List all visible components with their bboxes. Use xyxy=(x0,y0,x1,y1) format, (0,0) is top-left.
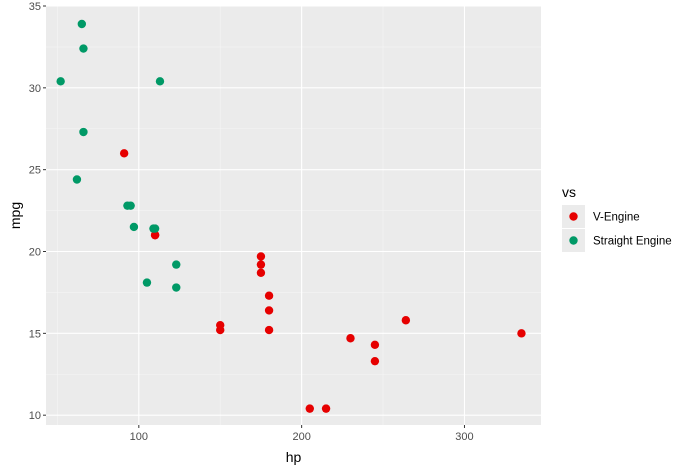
y-tick-label: 15 xyxy=(29,328,41,340)
point-v-engine xyxy=(401,316,411,325)
y-tick-label: 20 xyxy=(29,247,41,259)
point-v-engine xyxy=(256,260,266,269)
data-points xyxy=(56,19,526,413)
x-tick-label: 200 xyxy=(292,431,310,443)
point-v-engine xyxy=(256,268,266,277)
point-v-engine xyxy=(321,404,331,413)
point-v-engine xyxy=(305,404,314,413)
point-straight-engine xyxy=(126,201,135,210)
y-tick-label: 30 xyxy=(29,83,41,95)
x-axis-title: hp xyxy=(286,449,302,465)
legend: vs V-Engine Straight Engine xyxy=(562,184,672,252)
point-v-engine xyxy=(150,230,160,240)
point-v-engine xyxy=(264,325,274,335)
point-v-engine xyxy=(119,149,129,158)
y-tick-label: 35 xyxy=(29,1,41,13)
point-v-engine xyxy=(517,329,526,338)
y-tick-label: 25 xyxy=(29,165,41,177)
legend-item-v-engine: V-Engine xyxy=(562,205,640,228)
legend-key-straight-engine xyxy=(569,236,578,245)
point-v-engine xyxy=(264,306,274,315)
x-axis-ticks: 100 200 300 xyxy=(130,425,474,443)
point-v-engine xyxy=(370,340,380,350)
point-v-engine xyxy=(256,252,266,261)
point-straight-engine xyxy=(72,175,82,184)
point-v-engine xyxy=(346,334,355,343)
point-v-engine xyxy=(216,325,225,335)
point-straight-engine xyxy=(77,19,87,29)
point-v-engine xyxy=(264,291,274,300)
point-straight-engine xyxy=(79,44,88,53)
x-tick-label: 100 xyxy=(130,431,148,443)
legend-label-straight-engine: Straight Engine xyxy=(593,236,672,248)
point-straight-engine xyxy=(129,222,139,232)
point-straight-engine xyxy=(56,77,65,86)
point-straight-engine xyxy=(142,278,152,287)
point-straight-engine xyxy=(155,77,165,86)
panel-background xyxy=(46,6,541,425)
legend-items: V-Engine Straight Engine xyxy=(562,205,672,252)
legend-item-straight-engine: Straight Engine xyxy=(562,229,672,252)
minor-gridlines xyxy=(46,6,541,425)
major-gridlines xyxy=(46,5,541,425)
y-axis-title: mpg xyxy=(7,202,23,229)
point-straight-engine xyxy=(172,260,181,269)
legend-title: vs xyxy=(562,184,576,200)
legend-key-v-engine xyxy=(569,212,578,221)
legend-label-v-engine: V-Engine xyxy=(593,212,640,224)
point-v-engine xyxy=(370,356,380,366)
y-tick-label: 10 xyxy=(29,410,41,422)
point-straight-engine xyxy=(79,127,88,137)
point-straight-engine xyxy=(149,224,158,233)
point-straight-engine xyxy=(172,283,181,292)
y-axis-ticks: 10 15 20 25 30 35 xyxy=(29,1,46,422)
x-tick-label: 300 xyxy=(455,431,473,443)
